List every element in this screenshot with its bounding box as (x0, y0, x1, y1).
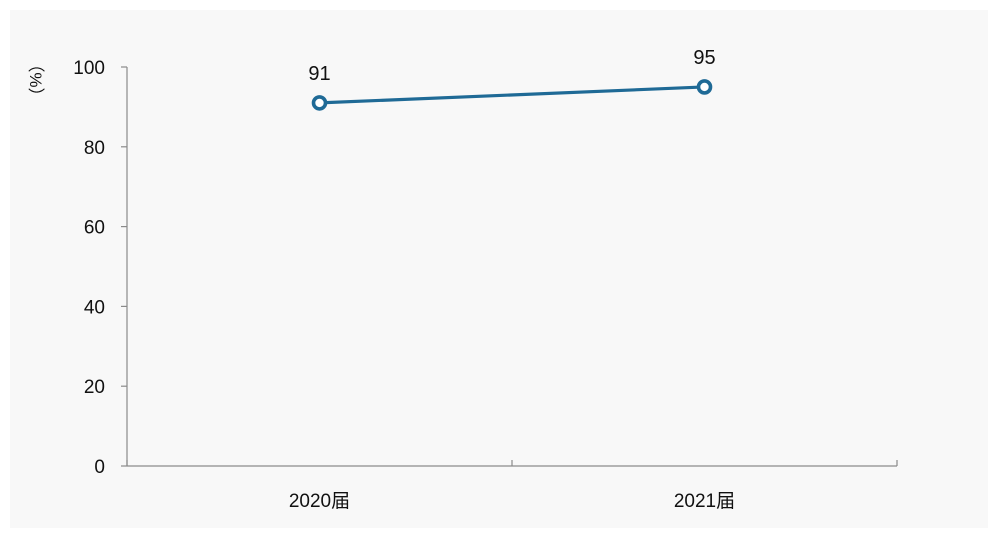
series-line (319, 85, 705, 105)
series-group (311, 79, 713, 111)
y-axis-label: （%） (26, 55, 45, 104)
data-label-group: 91 95 (308, 47, 715, 85)
x-axis: 2020届 2021届 (126, 460, 898, 512)
data-point (311, 95, 328, 111)
data-point (696, 79, 713, 95)
data-label: 95 (693, 47, 715, 69)
y-tick-label: 20 (84, 377, 105, 398)
data-label: 91 (308, 63, 330, 85)
y-tick-label: 100 (73, 58, 105, 79)
x-tick-label: 2020届 (289, 491, 350, 512)
y-tick-label: 80 (84, 138, 105, 159)
y-tick-label: 0 (94, 457, 105, 478)
y-tick-label: 60 (84, 218, 105, 239)
x-tick-label: 2021届 (674, 491, 735, 512)
y-tick-label: 40 (84, 297, 105, 318)
y-axis: 0 20 40 60 80 100 (73, 58, 128, 478)
